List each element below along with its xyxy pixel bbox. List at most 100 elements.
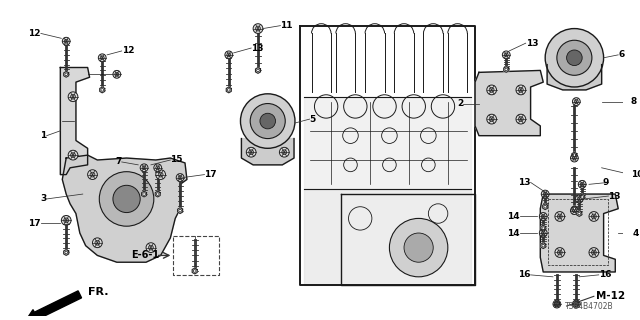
Circle shape — [570, 154, 579, 162]
Text: 14: 14 — [508, 212, 520, 221]
Circle shape — [577, 197, 581, 201]
Text: 12: 12 — [122, 46, 134, 55]
Polygon shape — [177, 208, 182, 213]
Polygon shape — [241, 139, 294, 165]
Circle shape — [113, 70, 121, 78]
Polygon shape — [547, 65, 602, 90]
Circle shape — [156, 166, 159, 170]
Circle shape — [574, 302, 579, 306]
Circle shape — [404, 233, 433, 262]
Circle shape — [68, 150, 78, 160]
Circle shape — [70, 94, 76, 99]
Text: 10: 10 — [631, 170, 640, 179]
Circle shape — [142, 166, 146, 170]
Circle shape — [540, 212, 547, 220]
Circle shape — [591, 250, 596, 255]
Text: 13: 13 — [525, 39, 538, 48]
Text: 14: 14 — [508, 228, 520, 237]
Text: 8: 8 — [631, 97, 637, 106]
Circle shape — [255, 26, 260, 31]
Circle shape — [544, 205, 547, 208]
Circle shape — [572, 300, 580, 308]
Polygon shape — [155, 191, 160, 197]
Circle shape — [65, 251, 67, 254]
Polygon shape — [541, 243, 546, 249]
Circle shape — [518, 87, 524, 92]
Text: 16: 16 — [518, 270, 531, 279]
Circle shape — [489, 87, 494, 92]
Circle shape — [589, 212, 599, 221]
Polygon shape — [504, 67, 509, 72]
Text: E-6-1: E-6-1 — [131, 251, 159, 260]
Circle shape — [158, 172, 163, 177]
Circle shape — [62, 37, 70, 45]
Circle shape — [93, 238, 102, 248]
FancyArrow shape — [26, 291, 81, 320]
Text: 15: 15 — [170, 156, 183, 164]
Circle shape — [90, 172, 95, 177]
Circle shape — [580, 182, 584, 186]
Circle shape — [543, 192, 547, 196]
Circle shape — [555, 212, 564, 221]
Circle shape — [64, 218, 68, 223]
Text: 16: 16 — [599, 270, 611, 279]
Circle shape — [542, 227, 545, 229]
Text: 11: 11 — [280, 21, 293, 30]
Circle shape — [225, 51, 233, 59]
Polygon shape — [62, 155, 187, 262]
Text: 9: 9 — [602, 178, 609, 187]
Text: TS84B4702B: TS84B4702B — [564, 301, 613, 310]
Polygon shape — [63, 71, 68, 77]
Circle shape — [227, 89, 230, 91]
Circle shape — [589, 248, 599, 257]
Text: 1: 1 — [40, 131, 47, 140]
Polygon shape — [540, 194, 618, 272]
Circle shape — [573, 154, 576, 156]
Circle shape — [545, 28, 604, 87]
Circle shape — [101, 89, 104, 91]
Circle shape — [246, 147, 256, 157]
Circle shape — [516, 114, 525, 124]
Circle shape — [542, 244, 545, 247]
Text: 13: 13 — [251, 44, 264, 52]
Polygon shape — [192, 268, 197, 274]
Polygon shape — [574, 301, 579, 307]
Circle shape — [140, 164, 148, 172]
Circle shape — [541, 190, 549, 198]
Circle shape — [505, 68, 508, 71]
Circle shape — [540, 229, 547, 237]
Text: 4: 4 — [633, 228, 639, 237]
Text: 13: 13 — [609, 192, 621, 201]
Text: FR.: FR. — [88, 287, 108, 297]
Circle shape — [257, 69, 259, 72]
Circle shape — [575, 303, 578, 305]
Text: 7: 7 — [115, 157, 122, 166]
Polygon shape — [475, 70, 543, 136]
Text: 13: 13 — [518, 178, 531, 187]
Circle shape — [64, 39, 68, 43]
Circle shape — [502, 51, 510, 59]
Circle shape — [193, 270, 196, 272]
Circle shape — [61, 215, 71, 225]
Circle shape — [518, 117, 524, 122]
Circle shape — [88, 170, 97, 180]
Circle shape — [572, 209, 577, 212]
Circle shape — [556, 303, 558, 305]
Circle shape — [95, 240, 100, 245]
Circle shape — [541, 231, 545, 235]
Text: M-12: M-12 — [596, 291, 625, 301]
Circle shape — [578, 212, 580, 215]
Circle shape — [99, 172, 154, 226]
Circle shape — [99, 54, 106, 62]
Circle shape — [249, 150, 253, 155]
Text: 17: 17 — [204, 170, 217, 179]
Circle shape — [555, 302, 559, 306]
Circle shape — [574, 100, 579, 104]
Text: 5: 5 — [310, 115, 316, 124]
Polygon shape — [304, 97, 471, 189]
Circle shape — [154, 164, 162, 172]
Circle shape — [516, 85, 525, 95]
Circle shape — [280, 147, 289, 157]
Circle shape — [113, 185, 140, 212]
Circle shape — [227, 53, 231, 57]
